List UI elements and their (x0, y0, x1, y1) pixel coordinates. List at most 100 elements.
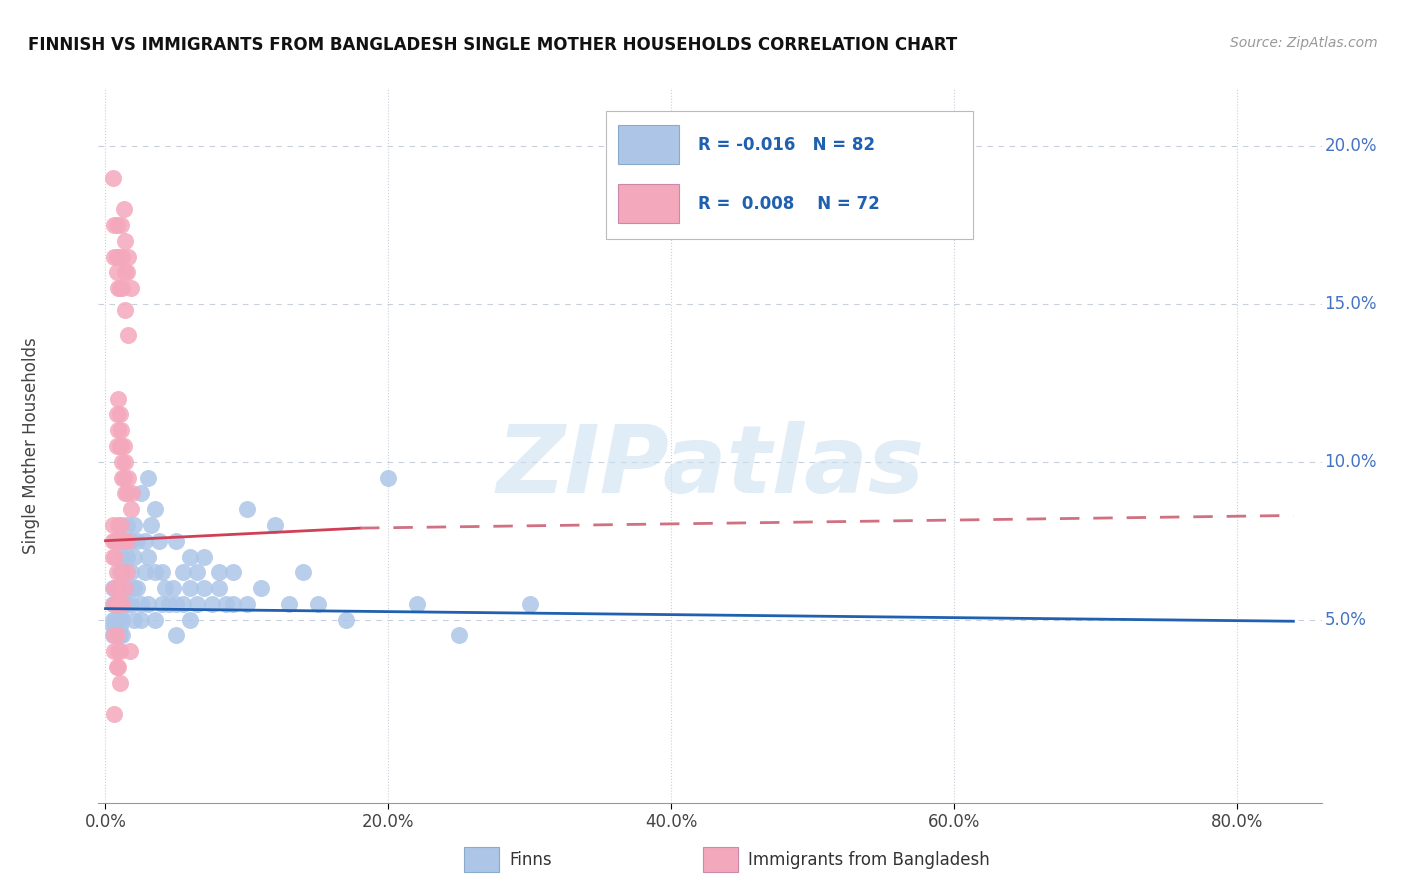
Text: 15.0%: 15.0% (1324, 295, 1376, 313)
Point (115, 517, 138, 532)
Point (120, 566, 142, 580)
Text: ZIPatlas: ZIPatlas (496, 421, 924, 514)
Text: Immigrants from Bangladesh: Immigrants from Bangladesh (748, 851, 990, 869)
Point (110, 423, 132, 437)
Point (134, 566, 156, 580)
Point (107, 644, 129, 658)
Text: FINNISH VS IMMIGRANTS FROM BANGLADESH SINGLE MOTHER HOUSEHOLDS CORRELATION CHART: FINNISH VS IMMIGRANTS FROM BANGLADESH SI… (28, 36, 957, 54)
Point (105, 660, 128, 674)
Point (377, 470, 399, 484)
Point (108, 619, 131, 633)
Point (172, 566, 194, 580)
Point (186, 566, 208, 580)
FancyBboxPatch shape (619, 184, 679, 223)
Point (105, 597, 128, 611)
Point (107, 392, 129, 406)
Point (292, 566, 315, 580)
Point (134, 533, 156, 548)
Point (115, 533, 138, 548)
Point (103, 628, 125, 642)
Text: 5.0%: 5.0% (1324, 611, 1367, 629)
Point (111, 628, 134, 642)
Text: R =  0.008    N = 72: R = 0.008 N = 72 (697, 195, 880, 213)
Text: Single Mother Households: Single Mother Households (22, 338, 41, 554)
Text: 10.0%: 10.0% (1324, 453, 1376, 471)
Point (143, 502, 166, 516)
Point (103, 250, 125, 264)
Point (110, 218, 132, 232)
Point (157, 597, 180, 611)
Point (115, 581, 138, 595)
Point (105, 265, 128, 279)
Point (101, 517, 124, 532)
Point (112, 533, 135, 548)
Point (136, 597, 159, 611)
Point (250, 581, 273, 595)
Point (108, 597, 131, 611)
Point (115, 566, 138, 580)
Point (136, 470, 159, 484)
Text: Finns: Finns (509, 851, 551, 869)
Point (112, 202, 135, 217)
Point (519, 597, 541, 611)
Point (111, 597, 134, 611)
FancyBboxPatch shape (606, 111, 973, 239)
Point (105, 408, 128, 422)
Point (215, 597, 238, 611)
Point (122, 581, 145, 595)
Point (104, 581, 127, 595)
Point (120, 502, 142, 516)
Point (165, 597, 187, 611)
Point (108, 675, 131, 690)
Point (447, 628, 470, 642)
Point (112, 439, 135, 453)
Point (114, 265, 136, 279)
Point (105, 218, 128, 232)
Point (120, 533, 142, 548)
Text: Source: ZipAtlas.com: Source: ZipAtlas.com (1230, 36, 1378, 50)
Point (105, 439, 128, 453)
Point (115, 486, 138, 500)
Point (107, 517, 129, 532)
Point (110, 533, 132, 548)
Point (136, 549, 159, 564)
Point (105, 566, 128, 580)
Point (114, 455, 136, 469)
Point (111, 250, 134, 264)
Point (104, 613, 127, 627)
Point (222, 566, 245, 580)
Point (165, 533, 187, 548)
Point (108, 566, 131, 580)
Point (114, 581, 136, 595)
Point (122, 549, 145, 564)
Point (107, 581, 129, 595)
Text: 20.0%: 20.0% (1324, 137, 1376, 155)
Point (143, 613, 166, 627)
Point (111, 566, 134, 580)
Point (107, 281, 129, 295)
Point (108, 281, 131, 295)
Point (111, 455, 134, 469)
Point (104, 597, 127, 611)
Point (179, 613, 201, 627)
Point (143, 566, 166, 580)
Point (108, 628, 131, 642)
Point (101, 613, 124, 627)
Point (111, 549, 134, 564)
Point (117, 250, 139, 264)
Point (101, 170, 124, 185)
Point (125, 581, 148, 595)
Point (101, 533, 124, 548)
Point (120, 281, 142, 295)
Point (114, 234, 136, 248)
Point (150, 566, 173, 580)
Point (108, 439, 131, 453)
Point (101, 619, 124, 633)
Point (172, 597, 194, 611)
Point (101, 628, 124, 642)
Point (108, 607, 131, 621)
FancyBboxPatch shape (619, 125, 679, 164)
Point (278, 597, 301, 611)
Point (112, 470, 135, 484)
Point (165, 628, 187, 642)
